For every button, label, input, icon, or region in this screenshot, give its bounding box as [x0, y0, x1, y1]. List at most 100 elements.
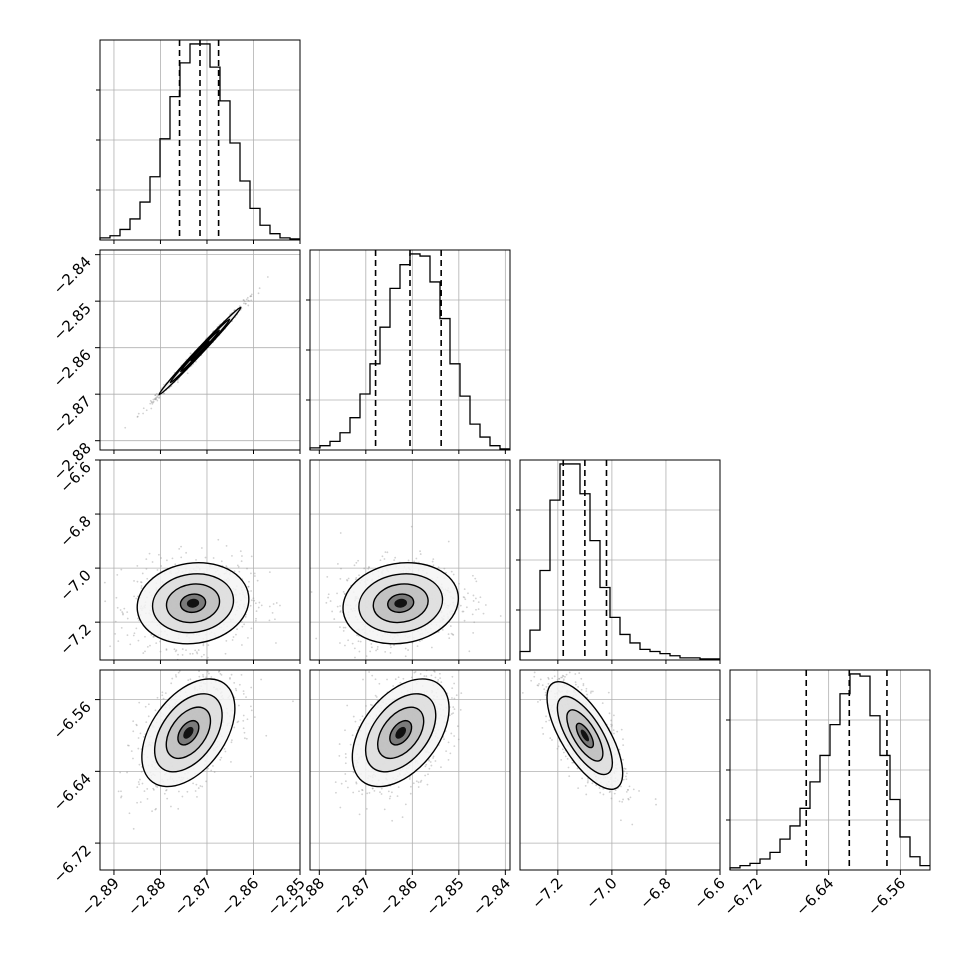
density-peak — [186, 598, 200, 608]
sample-point — [158, 394, 161, 397]
sample-point — [138, 763, 141, 766]
sample-point — [243, 300, 246, 303]
sample-point — [380, 787, 383, 790]
sample-point — [434, 676, 437, 679]
sample-point — [253, 716, 256, 719]
sample-point — [137, 737, 140, 739]
sample-point — [249, 705, 252, 708]
sample-point — [396, 795, 399, 798]
sample-point — [252, 597, 255, 600]
sample-point — [173, 648, 176, 651]
sample-point — [206, 670, 209, 673]
sample-point — [109, 645, 112, 648]
sample-point — [404, 647, 407, 650]
sample-point — [590, 690, 593, 693]
sample-point — [453, 745, 456, 748]
sample-point — [245, 696, 247, 699]
sample-point — [344, 753, 347, 755]
sample-point — [275, 602, 278, 604]
sample-point — [627, 797, 630, 800]
sample-point — [326, 575, 329, 578]
sample-point — [351, 734, 354, 737]
sample-point — [220, 560, 223, 563]
sample-point — [358, 790, 360, 793]
sample-point — [370, 646, 373, 649]
sample-point — [248, 580, 250, 583]
sample-point — [243, 623, 246, 626]
sample-point — [206, 656, 209, 659]
sample-point — [156, 786, 159, 788]
sample-point — [389, 795, 392, 798]
sample-point — [177, 790, 180, 793]
sample-point — [246, 567, 248, 570]
sample-point — [339, 610, 342, 612]
sample-point — [417, 786, 420, 788]
sample-point — [249, 775, 252, 778]
sample-point — [524, 657, 526, 659]
sample-point — [450, 570, 453, 573]
sample-point — [250, 590, 253, 592]
sample-point — [242, 719, 245, 722]
sample-point — [250, 555, 253, 558]
sample-point — [139, 801, 142, 804]
sample-point — [116, 606, 119, 609]
sample-point — [237, 566, 240, 568]
sample-point — [374, 694, 377, 697]
sample-point — [473, 621, 476, 624]
sample-point — [133, 580, 135, 582]
sample-point — [614, 789, 617, 792]
sample-point — [142, 407, 145, 410]
sample-point — [116, 574, 119, 576]
sample-point — [138, 701, 141, 704]
sample-point — [205, 780, 207, 783]
sample-point — [155, 667, 157, 669]
sample-point — [175, 649, 178, 652]
sample-point — [610, 719, 613, 722]
sample-point — [132, 757, 134, 760]
sample-point — [331, 610, 334, 613]
sample-point — [244, 615, 247, 618]
sample-point — [156, 395, 159, 398]
sample-point — [241, 621, 243, 623]
sample-point — [607, 691, 610, 694]
sample-point — [325, 601, 328, 604]
sample-point — [525, 660, 527, 662]
sample-point — [441, 629, 444, 631]
sample-point — [238, 683, 241, 686]
sample-point — [165, 559, 168, 562]
sample-point — [194, 649, 197, 652]
sample-point — [181, 654, 184, 656]
sample-point — [564, 755, 567, 758]
sample-point — [190, 665, 192, 667]
sample-point — [158, 396, 160, 399]
sample-point — [336, 605, 339, 608]
sample-point — [474, 597, 477, 600]
sample-point — [361, 788, 363, 791]
sample-point — [146, 788, 149, 790]
sample-point — [235, 633, 237, 636]
sample-point — [154, 808, 157, 811]
sample-point — [386, 551, 389, 554]
sample-point — [126, 617, 129, 620]
sample-point — [456, 725, 459, 728]
sample-point — [120, 796, 122, 799]
sample-point — [472, 632, 475, 634]
sample-point — [82, 607, 84, 609]
sample-point — [533, 671, 536, 674]
sample-point — [158, 396, 161, 399]
sample-point — [210, 676, 213, 678]
sample-point — [369, 703, 372, 706]
sample-point — [344, 762, 347, 765]
sample-point — [482, 612, 485, 615]
sample-point — [383, 808, 386, 811]
sample-point — [202, 675, 205, 678]
sample-point — [268, 571, 271, 574]
sample-point — [250, 686, 253, 689]
sample-point — [272, 603, 275, 605]
sample-point — [574, 683, 577, 686]
sample-point — [148, 552, 151, 555]
sample-point — [582, 682, 585, 685]
sample-point — [339, 532, 342, 534]
sample-point — [462, 610, 465, 613]
sample-point — [245, 668, 247, 670]
